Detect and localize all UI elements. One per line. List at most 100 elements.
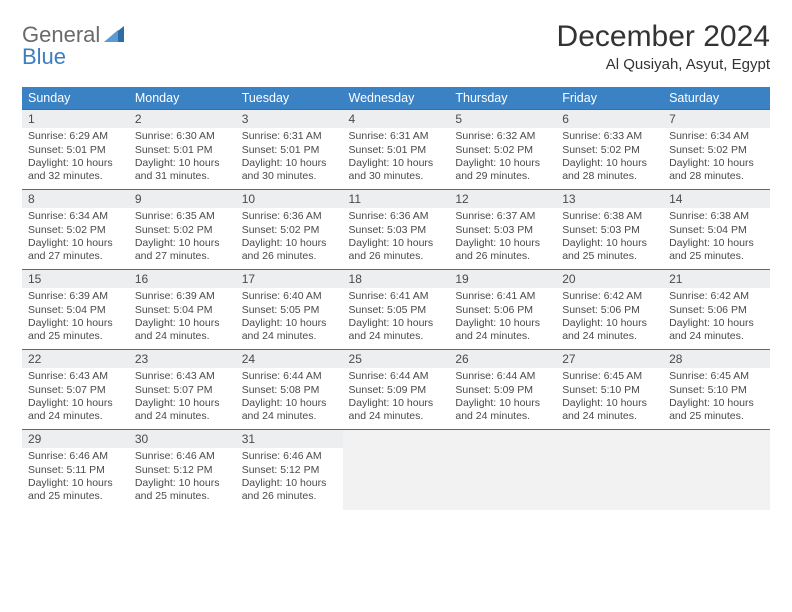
sunset-line: Sunset: 5:06 PM bbox=[562, 304, 657, 317]
day-number: 22 bbox=[22, 350, 129, 368]
calendar-cell: 31Sunrise: 6:46 AMSunset: 5:12 PMDayligh… bbox=[236, 430, 343, 510]
day-content: Sunrise: 6:39 AMSunset: 5:04 PMDaylight:… bbox=[129, 288, 236, 347]
sunset-line: Sunset: 5:10 PM bbox=[669, 384, 764, 397]
sunset-line: Sunset: 5:04 PM bbox=[669, 224, 764, 237]
sunrise-line: Sunrise: 6:33 AM bbox=[562, 130, 657, 143]
triangle-icon bbox=[104, 24, 126, 49]
sunset-line: Sunset: 5:01 PM bbox=[28, 144, 123, 157]
sunset-line: Sunset: 5:05 PM bbox=[349, 304, 444, 317]
daylight-line: Daylight: 10 hours and 28 minutes. bbox=[562, 157, 657, 183]
calendar-cell: 30Sunrise: 6:46 AMSunset: 5:12 PMDayligh… bbox=[129, 430, 236, 510]
day-content: Sunrise: 6:36 AMSunset: 5:03 PMDaylight:… bbox=[343, 208, 450, 267]
calendar-row: 15Sunrise: 6:39 AMSunset: 5:04 PMDayligh… bbox=[22, 270, 770, 350]
day-number: 6 bbox=[556, 110, 663, 128]
sunrise-line: Sunrise: 6:34 AM bbox=[28, 210, 123, 223]
day-content: Sunrise: 6:45 AMSunset: 5:10 PMDaylight:… bbox=[663, 368, 770, 427]
day-number: 4 bbox=[343, 110, 450, 128]
logo-text-block: General Blue bbox=[22, 24, 100, 68]
day-content: Sunrise: 6:36 AMSunset: 5:02 PMDaylight:… bbox=[236, 208, 343, 267]
day-number: 8 bbox=[22, 190, 129, 208]
day-content: Sunrise: 6:31 AMSunset: 5:01 PMDaylight:… bbox=[236, 128, 343, 187]
sunset-line: Sunset: 5:04 PM bbox=[135, 304, 230, 317]
day-content: Sunrise: 6:42 AMSunset: 5:06 PMDaylight:… bbox=[663, 288, 770, 347]
day-number: 12 bbox=[449, 190, 556, 208]
calendar-cell: 24Sunrise: 6:44 AMSunset: 5:08 PMDayligh… bbox=[236, 350, 343, 430]
day-content: Sunrise: 6:44 AMSunset: 5:09 PMDaylight:… bbox=[343, 368, 450, 427]
sunset-line: Sunset: 5:01 PM bbox=[242, 144, 337, 157]
sunset-line: Sunset: 5:09 PM bbox=[455, 384, 550, 397]
sunset-line: Sunset: 5:12 PM bbox=[135, 464, 230, 477]
sunset-line: Sunset: 5:03 PM bbox=[455, 224, 550, 237]
daylight-line: Daylight: 10 hours and 25 minutes. bbox=[28, 317, 123, 343]
day-content: Sunrise: 6:37 AMSunset: 5:03 PMDaylight:… bbox=[449, 208, 556, 267]
calendar-cell: 6Sunrise: 6:33 AMSunset: 5:02 PMDaylight… bbox=[556, 110, 663, 190]
day-number: 10 bbox=[236, 190, 343, 208]
calendar-cell: 11Sunrise: 6:36 AMSunset: 5:03 PMDayligh… bbox=[343, 190, 450, 270]
sunrise-line: Sunrise: 6:42 AM bbox=[562, 290, 657, 303]
daylight-line: Daylight: 10 hours and 26 minutes. bbox=[349, 237, 444, 263]
day-header: Tuesday bbox=[236, 87, 343, 110]
calendar-cell bbox=[343, 430, 450, 510]
calendar-cell: 19Sunrise: 6:41 AMSunset: 5:06 PMDayligh… bbox=[449, 270, 556, 350]
daylight-line: Daylight: 10 hours and 24 minutes. bbox=[135, 317, 230, 343]
day-number: 21 bbox=[663, 270, 770, 288]
day-content: Sunrise: 6:34 AMSunset: 5:02 PMDaylight:… bbox=[663, 128, 770, 187]
day-number: 23 bbox=[129, 350, 236, 368]
sunrise-line: Sunrise: 6:31 AM bbox=[242, 130, 337, 143]
calendar-row: 8Sunrise: 6:34 AMSunset: 5:02 PMDaylight… bbox=[22, 190, 770, 270]
calendar-cell: 18Sunrise: 6:41 AMSunset: 5:05 PMDayligh… bbox=[343, 270, 450, 350]
day-number: 30 bbox=[129, 430, 236, 448]
calendar-cell: 7Sunrise: 6:34 AMSunset: 5:02 PMDaylight… bbox=[663, 110, 770, 190]
day-content: Sunrise: 6:44 AMSunset: 5:09 PMDaylight:… bbox=[449, 368, 556, 427]
sunrise-line: Sunrise: 6:44 AM bbox=[242, 370, 337, 383]
sunrise-line: Sunrise: 6:37 AM bbox=[455, 210, 550, 223]
calendar-cell: 5Sunrise: 6:32 AMSunset: 5:02 PMDaylight… bbox=[449, 110, 556, 190]
sunrise-line: Sunrise: 6:43 AM bbox=[135, 370, 230, 383]
day-header-row: Sunday Monday Tuesday Wednesday Thursday… bbox=[22, 87, 770, 110]
page-title: December 2024 bbox=[557, 20, 770, 54]
calendar-cell: 2Sunrise: 6:30 AMSunset: 5:01 PMDaylight… bbox=[129, 110, 236, 190]
daylight-line: Daylight: 10 hours and 29 minutes. bbox=[455, 157, 550, 183]
sunset-line: Sunset: 5:02 PM bbox=[28, 224, 123, 237]
daylight-line: Daylight: 10 hours and 28 minutes. bbox=[669, 157, 764, 183]
calendar-cell: 26Sunrise: 6:44 AMSunset: 5:09 PMDayligh… bbox=[449, 350, 556, 430]
sunrise-line: Sunrise: 6:45 AM bbox=[669, 370, 764, 383]
day-number: 9 bbox=[129, 190, 236, 208]
calendar-cell: 27Sunrise: 6:45 AMSunset: 5:10 PMDayligh… bbox=[556, 350, 663, 430]
day-number: 2 bbox=[129, 110, 236, 128]
sunrise-line: Sunrise: 6:30 AM bbox=[135, 130, 230, 143]
day-content: Sunrise: 6:38 AMSunset: 5:04 PMDaylight:… bbox=[663, 208, 770, 267]
sunrise-line: Sunrise: 6:36 AM bbox=[349, 210, 444, 223]
sunset-line: Sunset: 5:02 PM bbox=[669, 144, 764, 157]
sunrise-line: Sunrise: 6:32 AM bbox=[455, 130, 550, 143]
day-content: Sunrise: 6:40 AMSunset: 5:05 PMDaylight:… bbox=[236, 288, 343, 347]
calendar-cell: 14Sunrise: 6:38 AMSunset: 5:04 PMDayligh… bbox=[663, 190, 770, 270]
day-number: 15 bbox=[22, 270, 129, 288]
sunset-line: Sunset: 5:10 PM bbox=[562, 384, 657, 397]
calendar-cell: 10Sunrise: 6:36 AMSunset: 5:02 PMDayligh… bbox=[236, 190, 343, 270]
day-number: 3 bbox=[236, 110, 343, 128]
day-content: Sunrise: 6:43 AMSunset: 5:07 PMDaylight:… bbox=[129, 368, 236, 427]
day-content: Sunrise: 6:30 AMSunset: 5:01 PMDaylight:… bbox=[129, 128, 236, 187]
daylight-line: Daylight: 10 hours and 24 minutes. bbox=[455, 397, 550, 423]
sunrise-line: Sunrise: 6:46 AM bbox=[242, 450, 337, 463]
day-content: Sunrise: 6:35 AMSunset: 5:02 PMDaylight:… bbox=[129, 208, 236, 267]
sunrise-line: Sunrise: 6:41 AM bbox=[349, 290, 444, 303]
day-number: 17 bbox=[236, 270, 343, 288]
day-number: 1 bbox=[22, 110, 129, 128]
day-content: Sunrise: 6:33 AMSunset: 5:02 PMDaylight:… bbox=[556, 128, 663, 187]
calendar-cell: 12Sunrise: 6:37 AMSunset: 5:03 PMDayligh… bbox=[449, 190, 556, 270]
daylight-line: Daylight: 10 hours and 25 minutes. bbox=[28, 477, 123, 503]
sunset-line: Sunset: 5:07 PM bbox=[135, 384, 230, 397]
day-number: 28 bbox=[663, 350, 770, 368]
day-content: Sunrise: 6:31 AMSunset: 5:01 PMDaylight:… bbox=[343, 128, 450, 187]
calendar-cell: 17Sunrise: 6:40 AMSunset: 5:05 PMDayligh… bbox=[236, 270, 343, 350]
day-number: 5 bbox=[449, 110, 556, 128]
daylight-line: Daylight: 10 hours and 24 minutes. bbox=[242, 317, 337, 343]
day-content: Sunrise: 6:29 AMSunset: 5:01 PMDaylight:… bbox=[22, 128, 129, 187]
sunset-line: Sunset: 5:03 PM bbox=[349, 224, 444, 237]
daylight-line: Daylight: 10 hours and 27 minutes. bbox=[28, 237, 123, 263]
title-block: December 2024 Al Qusiyah, Asyut, Egypt bbox=[557, 20, 770, 73]
daylight-line: Daylight: 10 hours and 25 minutes. bbox=[135, 477, 230, 503]
day-content: Sunrise: 6:32 AMSunset: 5:02 PMDaylight:… bbox=[449, 128, 556, 187]
